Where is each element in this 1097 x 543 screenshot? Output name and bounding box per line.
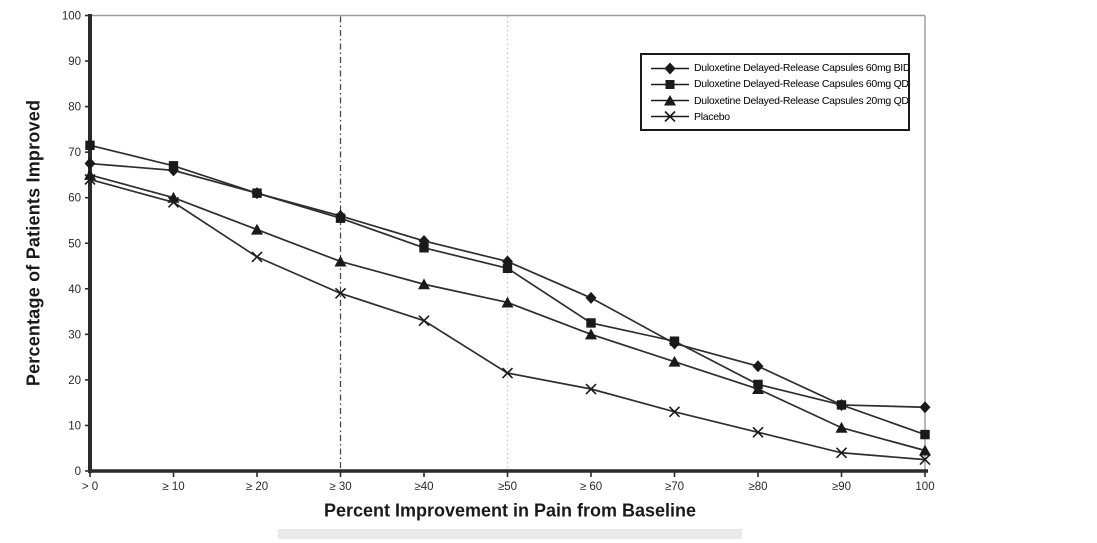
square-marker-icon [651,79,689,89]
legend-item-60mg-bid: Duloxetine Delayed-Release Capsules 60mg… [650,60,910,76]
y-tick-label: 30 [68,329,81,341]
legend-item-60mg-qd: Duloxetine Delayed-Release Capsules 60mg… [650,76,909,92]
triangle-marker [585,328,597,340]
x-marker [752,426,764,438]
triangle-marker [835,421,848,433]
y-tick-label: 10 [68,420,81,432]
x-marker [919,454,931,466]
x-marker [668,406,681,418]
square-marker [168,161,179,171]
x-tick-label: ≥70 [665,481,684,493]
x-tick-label: 100 [915,481,934,493]
x-tick-label: ≥ 30 [329,481,351,493]
legend-label: Duloxetine Delayed-Release Capsules 20mg… [694,94,909,107]
y-tick-label: 60 [68,193,81,205]
x-marker [418,315,430,327]
triangle-marker [334,255,347,267]
x-tick-label: ≥80 [748,481,767,493]
triangle-marker [919,444,931,456]
x-marker [501,367,514,379]
y-tick-label: 40 [68,284,81,296]
square-marker [419,243,429,253]
square-marker [335,213,346,223]
triangle-marker-icon [651,95,689,106]
legend-label: Duloxetine Delayed-Release Capsules 60mg… [694,78,909,91]
square-marker [669,336,680,346]
square-marker [252,188,262,198]
x-tick-label: ≥50 [498,481,517,493]
x-tick-label: ≥ 60 [580,481,602,493]
x-tick-label: ≥90 [832,481,851,493]
diamond-marker [84,157,96,170]
square-marker [836,400,847,410]
triangle-marker [251,223,263,235]
y-axis-title: Percentage of Patients Improved [23,99,44,387]
x-marker [334,287,347,299]
diamond-marker-icon [651,62,689,74]
legend-label: Placebo [694,110,730,123]
y-tick-label: 50 [68,238,81,250]
diamond-marker [919,401,931,414]
x-marker-icon [651,111,689,123]
x-tick-label: ≥40 [414,481,433,493]
x-marker [585,383,597,395]
triangle-marker [668,355,681,367]
scan-shadow-strip [278,529,742,539]
square-marker [502,263,513,274]
legend-item-placebo: Placebo [650,109,902,125]
legend: Duloxetine Delayed-Release Capsules 60mg… [640,53,910,131]
x-tick-label: ≥ 20 [246,481,268,493]
x-tick-label: ≥ 10 [162,481,184,493]
y-tick-label: 80 [68,102,81,114]
y-tick-label: 100 [62,11,81,23]
y-tick-label: 70 [68,147,81,159]
legend-label: Duloxetine Delayed-Release Capsules 60mg… [694,62,911,74]
x-tick-label: > 0 [82,481,98,493]
legend-item-20mg-qd: Duloxetine Delayed-Release Capsules 20mg… [650,93,909,109]
x-marker [251,251,263,263]
y-tick-label: 0 [75,466,81,478]
x-marker [167,196,180,208]
y-tick-label: 20 [68,375,81,387]
square-marker [586,318,596,328]
diamond-marker [585,291,597,304]
square-marker [85,140,95,151]
y-tick-label: 90 [68,56,81,68]
x-axis-title: Percent Improvement in Pain from Baselin… [323,500,697,521]
square-marker [920,429,930,440]
triangle-marker [418,278,430,290]
x-marker [835,447,848,459]
diamond-marker [752,360,764,373]
triangle-marker [501,296,514,308]
triangle-marker [752,383,764,395]
x-marker [84,173,96,186]
series-line-diamond [89,162,926,409]
